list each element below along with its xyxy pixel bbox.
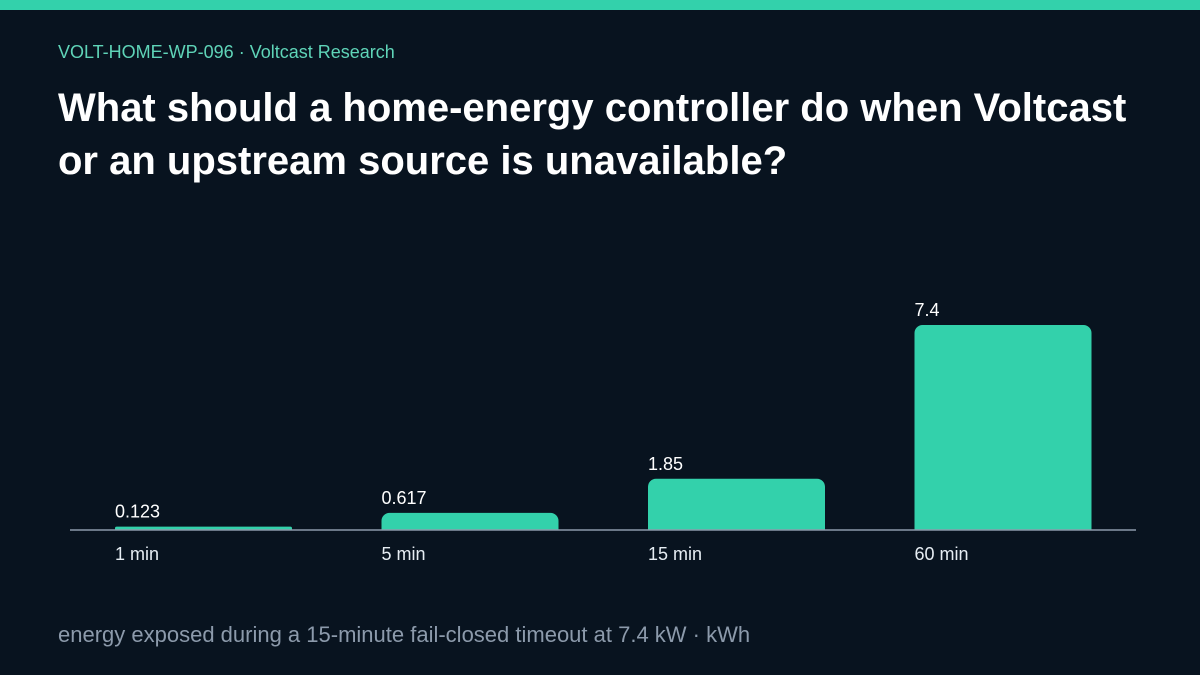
x-tick-label: 60 min (915, 544, 969, 564)
bar-value-label: 0.123 (115, 502, 160, 522)
bar-group (115, 325, 1092, 530)
x-tick-label: 5 min (382, 544, 426, 564)
bar-value-label: 0.617 (382, 488, 427, 508)
bar-15-min (648, 478, 825, 530)
bar-value-label: 1.85 (648, 454, 683, 474)
report-id-label: VOLT-HOME-WP-096 · Voltcast Research (58, 42, 395, 62)
chart-caption: energy exposed during a 15-minute fail-c… (58, 622, 751, 647)
label-group: 0.123 1 min 0.617 5 min 1.85 15 min 7.4 60 min (115, 300, 969, 564)
x-tick-label: 1 min (115, 544, 159, 564)
bar-5-min (381, 512, 559, 530)
bar-60-min (914, 325, 1092, 530)
page-title: What should a home-energy controller do … (58, 86, 1127, 183)
bar-value-label: 7.4 (915, 300, 940, 320)
bar-1-min (115, 526, 292, 530)
top-accent-bar (0, 0, 1200, 10)
x-tick-label: 15 min (648, 544, 702, 564)
